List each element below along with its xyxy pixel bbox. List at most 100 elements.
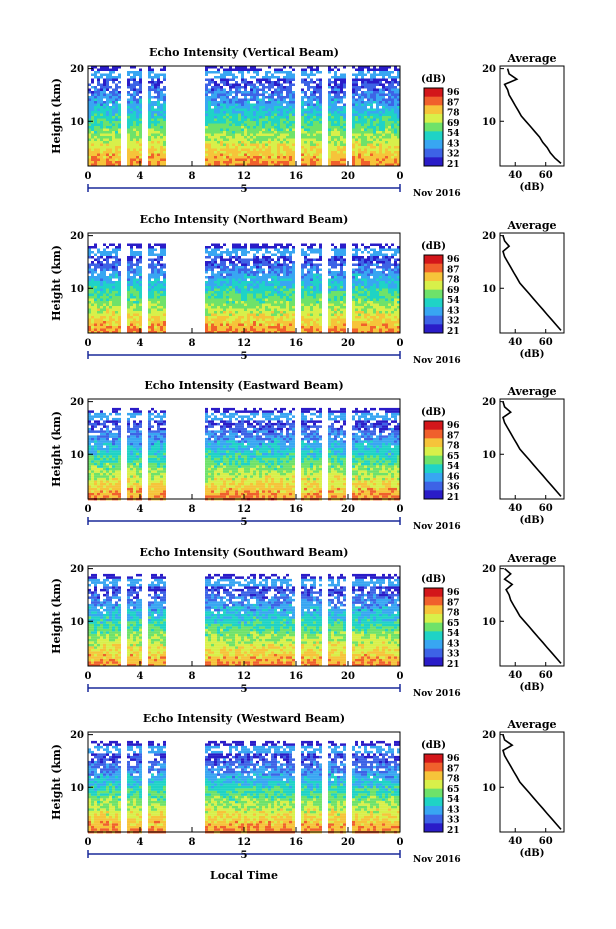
heatmap-cell <box>127 151 130 154</box>
heatmap-cell <box>103 306 106 309</box>
heatmap-cell <box>232 263 235 266</box>
heatmap-cell <box>88 158 91 161</box>
heatmap-cell <box>157 161 160 164</box>
heatmap-cell <box>334 118 337 121</box>
heatmap-cell <box>256 78 259 81</box>
heatmap-cell <box>286 143 289 146</box>
heatmap-cell <box>229 318 232 321</box>
heatmap-cell <box>136 91 139 94</box>
heatmap-cell <box>220 298 223 301</box>
heatmap-cell <box>277 163 280 166</box>
heatmap-cell <box>286 136 289 139</box>
heatmap-cell <box>94 91 97 94</box>
heatmap-cell <box>91 151 94 154</box>
heatmap-cell <box>277 251 280 254</box>
heatmap-cell <box>109 158 112 161</box>
heatmap-cell <box>385 138 388 141</box>
heatmap-cell <box>106 136 109 139</box>
heatmap-cell <box>280 291 283 294</box>
heatmap-cell <box>334 328 337 331</box>
heatmap-cell <box>163 303 166 306</box>
heatmap-cell <box>148 331 151 334</box>
heatmap-cell <box>307 263 310 266</box>
heatmap-cell <box>268 281 271 284</box>
heatmap-cell <box>280 276 283 279</box>
heatmap-cell <box>262 301 265 304</box>
heatmap-cell <box>268 288 271 291</box>
heatmap-cell <box>256 313 259 316</box>
heatmap-cell <box>310 116 313 119</box>
heatmap-cell <box>151 78 154 81</box>
heatmap-cell <box>259 106 262 109</box>
heatmap-cell <box>220 268 223 271</box>
heatmap-cell <box>274 136 277 139</box>
heatmap-cell <box>136 73 139 76</box>
heatmap-cell <box>292 321 295 324</box>
heatmap-cell <box>376 163 379 166</box>
heatmap-cell <box>343 76 346 79</box>
heatmap-cell <box>283 321 286 324</box>
heatmap-cell <box>361 163 364 166</box>
heatmap-cell <box>139 293 142 296</box>
heatmap-cell <box>97 258 100 261</box>
heatmap-cell <box>265 91 268 94</box>
heatmap-cell <box>214 83 217 86</box>
heatmap-cell <box>280 151 283 154</box>
heatmap-cell <box>136 251 139 254</box>
heatmap-cell <box>97 108 100 111</box>
heatmap-cell <box>211 146 214 149</box>
heatmap-cell <box>361 161 364 164</box>
heatmap-cell <box>232 266 235 269</box>
heatmap-cell <box>220 328 223 331</box>
heatmap-cell <box>388 163 391 166</box>
heatmap-cell <box>259 293 262 296</box>
heatmap-cell <box>361 118 364 121</box>
heatmap-cell <box>307 146 310 149</box>
heatmap-cell <box>211 136 214 139</box>
heatmap-cell <box>316 108 319 111</box>
heatmap-cell <box>220 121 223 124</box>
heatmap-cell <box>112 288 115 291</box>
heatmap-cell <box>244 316 247 319</box>
heatmap-cell <box>88 291 91 294</box>
heatmap-cell <box>133 118 136 121</box>
heatmap-cell <box>262 323 265 326</box>
heatmap-cell <box>244 271 247 274</box>
heatmap-cell <box>250 301 253 304</box>
heatmap-cell <box>253 278 256 281</box>
heatmap-cell <box>331 258 334 261</box>
heatmap-cell <box>214 246 217 249</box>
heatmap-cell <box>235 136 238 139</box>
heatmap-cell <box>364 106 367 109</box>
heatmap-cell <box>340 136 343 139</box>
heatmap-cell <box>340 116 343 119</box>
heatmap-cell <box>235 251 238 254</box>
heatmap-cell <box>391 76 394 79</box>
heatmap-cell <box>382 141 385 144</box>
heatmap-cell <box>259 281 262 284</box>
heatmap-cell <box>259 83 262 86</box>
heatmap-cell <box>277 266 280 269</box>
colorbar-swatch <box>424 140 443 150</box>
heatmap-cell <box>151 83 154 86</box>
heatmap-cell <box>310 68 313 71</box>
heatmap-cell <box>301 98 304 101</box>
heatmap-cell <box>391 116 394 119</box>
heatmap-cell <box>244 286 247 289</box>
heatmap-cell <box>112 286 115 289</box>
heatmap-cell <box>160 151 163 154</box>
heatmap-cell <box>352 116 355 119</box>
heatmap-cell <box>331 111 334 114</box>
heatmap-cell <box>136 331 139 334</box>
heatmap-cell <box>232 273 235 276</box>
heatmap-cell <box>343 116 346 119</box>
heatmap-cell <box>91 101 94 104</box>
heatmap-cell <box>157 316 160 319</box>
heatmap-cell <box>229 71 232 74</box>
heatmap-cell <box>217 311 220 314</box>
heatmap-cell <box>304 288 307 291</box>
heatmap-cell <box>292 293 295 296</box>
heatmap-cell <box>355 68 358 71</box>
heatmap-cell <box>340 113 343 116</box>
heatmap-cell <box>163 66 166 69</box>
